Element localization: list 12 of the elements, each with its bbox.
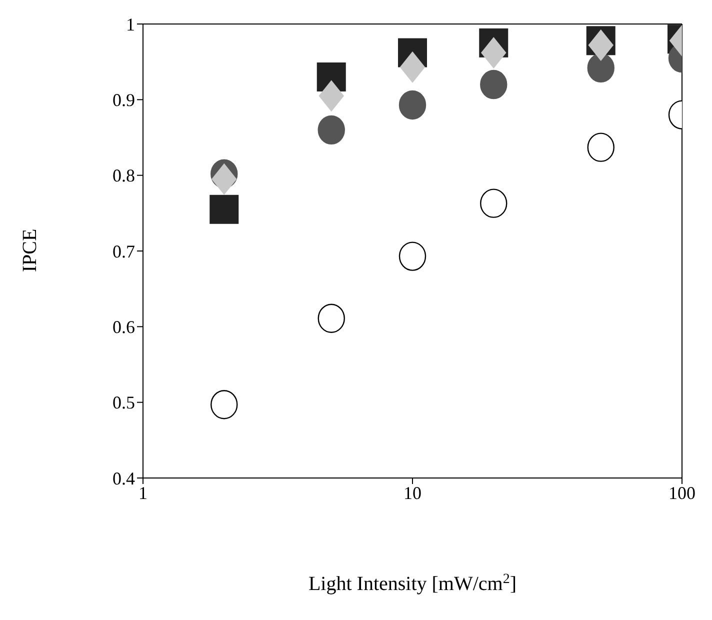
x-axis-title: Light Intensity [mW/cm$^{2}$] [308, 572, 517, 595]
x-tick-label: 100 [668, 482, 696, 503]
x-tick-label: 1 [138, 482, 148, 503]
y-tick-label: 0.7 [112, 241, 135, 262]
y-tick-label: 0.8 [112, 166, 135, 186]
y-tick-label: 1 [126, 14, 135, 34]
x-tick-label: 10 [404, 482, 422, 503]
y-tick-label: 0.5 [112, 392, 135, 413]
y-tick-label: 0.4 [112, 468, 135, 488]
y-tick-label: 0.6 [112, 317, 135, 338]
y-axis-title: IPCE [19, 228, 41, 272]
y-tick-label: 0.9 [112, 90, 135, 110]
